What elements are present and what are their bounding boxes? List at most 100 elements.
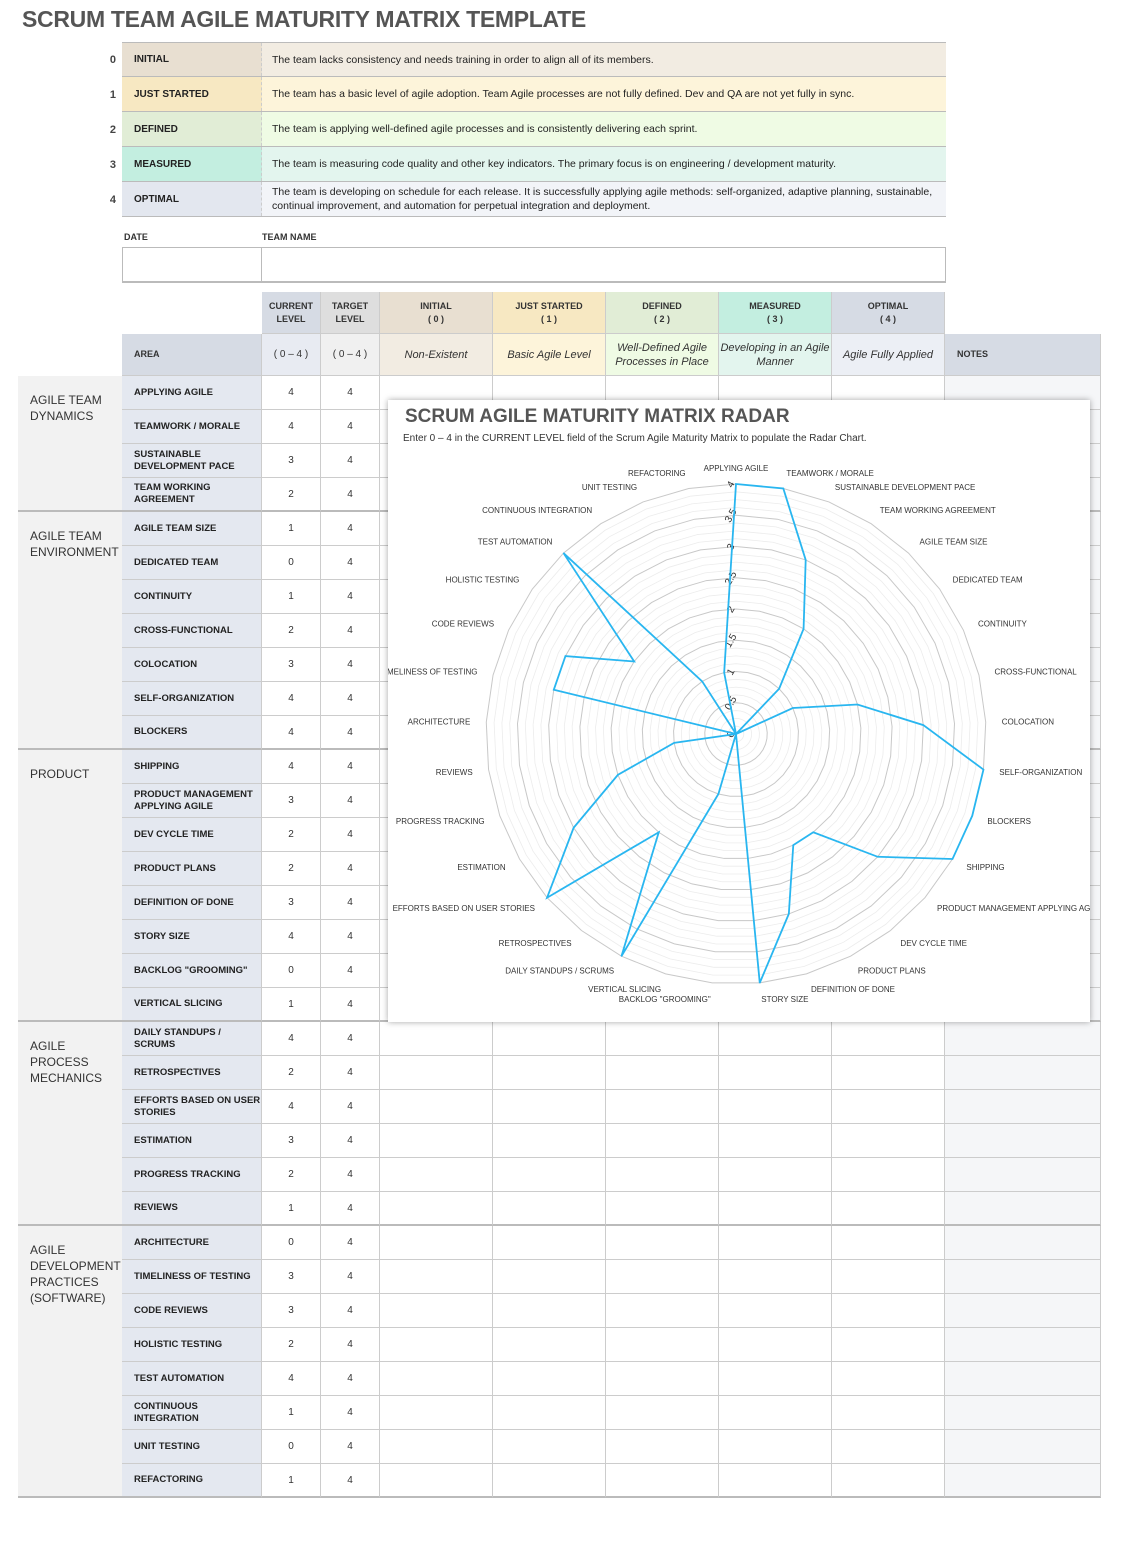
level-cell[interactable] (719, 1226, 832, 1260)
level-cell[interactable] (606, 1464, 719, 1498)
level-cell[interactable] (606, 1124, 719, 1158)
target-level-input[interactable]: 4 (321, 954, 380, 988)
level-cell[interactable] (380, 1022, 493, 1056)
level-cell[interactable] (606, 1328, 719, 1362)
target-level-input[interactable]: 4 (321, 376, 380, 410)
level-cell[interactable] (493, 1294, 606, 1328)
target-level-input[interactable]: 4 (321, 1226, 380, 1260)
level-cell[interactable] (380, 1294, 493, 1328)
level-cell[interactable] (719, 1260, 832, 1294)
target-level-input[interactable]: 4 (321, 614, 380, 648)
target-level-input[interactable]: 4 (321, 818, 380, 852)
current-level-input[interactable]: 4 (262, 376, 321, 410)
level-cell[interactable] (719, 1022, 832, 1056)
notes-cell[interactable] (945, 1022, 1101, 1056)
current-level-input[interactable]: 3 (262, 1260, 321, 1294)
current-level-input[interactable]: 0 (262, 1430, 321, 1464)
level-cell[interactable] (606, 1294, 719, 1328)
target-level-input[interactable]: 4 (321, 1158, 380, 1192)
level-cell[interactable] (832, 1090, 945, 1124)
target-level-input[interactable]: 4 (321, 886, 380, 920)
level-cell[interactable] (380, 1124, 493, 1158)
current-level-input[interactable]: 4 (262, 1022, 321, 1056)
current-level-input[interactable]: 1 (262, 1464, 321, 1498)
notes-cell[interactable] (945, 1464, 1101, 1498)
current-level-input[interactable]: 2 (262, 614, 321, 648)
level-cell[interactable] (719, 1124, 832, 1158)
current-level-input[interactable]: 0 (262, 546, 321, 580)
notes-cell[interactable] (945, 1192, 1101, 1226)
notes-cell[interactable] (945, 1294, 1101, 1328)
level-cell[interactable] (493, 1260, 606, 1294)
target-level-input[interactable]: 4 (321, 784, 380, 818)
notes-cell[interactable] (945, 1056, 1101, 1090)
target-level-input[interactable]: 4 (321, 1362, 380, 1396)
level-cell[interactable] (832, 1022, 945, 1056)
level-cell[interactable] (832, 1158, 945, 1192)
level-cell[interactable] (832, 1260, 945, 1294)
notes-cell[interactable] (945, 1090, 1101, 1124)
target-level-input[interactable]: 4 (321, 580, 380, 614)
target-level-input[interactable]: 4 (321, 546, 380, 580)
level-cell[interactable] (380, 1464, 493, 1498)
target-level-input[interactable]: 4 (321, 1090, 380, 1124)
level-cell[interactable] (832, 1294, 945, 1328)
level-cell[interactable] (380, 1396, 493, 1430)
level-cell[interactable] (832, 1192, 945, 1226)
notes-cell[interactable] (945, 1396, 1101, 1430)
current-level-input[interactable]: 1 (262, 512, 321, 546)
target-level-input[interactable]: 4 (321, 1192, 380, 1226)
current-level-input[interactable]: 2 (262, 1056, 321, 1090)
current-level-input[interactable]: 4 (262, 1090, 321, 1124)
level-cell[interactable] (719, 1430, 832, 1464)
level-cell[interactable] (719, 1056, 832, 1090)
level-cell[interactable] (719, 1090, 832, 1124)
level-cell[interactable] (493, 1090, 606, 1124)
level-cell[interactable] (380, 1260, 493, 1294)
target-level-input[interactable]: 4 (321, 478, 380, 512)
current-level-input[interactable]: 0 (262, 954, 321, 988)
level-cell[interactable] (606, 1362, 719, 1396)
level-cell[interactable] (719, 1328, 832, 1362)
target-level-input[interactable]: 4 (321, 1396, 380, 1430)
target-level-input[interactable]: 4 (321, 410, 380, 444)
level-cell[interactable] (719, 1396, 832, 1430)
level-cell[interactable] (719, 1192, 832, 1226)
level-cell[interactable] (380, 1158, 493, 1192)
level-cell[interactable] (493, 1192, 606, 1226)
target-level-input[interactable]: 4 (321, 1260, 380, 1294)
notes-cell[interactable] (945, 1430, 1101, 1464)
current-level-input[interactable]: 3 (262, 784, 321, 818)
level-cell[interactable] (606, 1260, 719, 1294)
notes-cell[interactable] (945, 1260, 1101, 1294)
current-level-input[interactable]: 2 (262, 1328, 321, 1362)
notes-cell[interactable] (945, 1328, 1101, 1362)
target-level-input[interactable]: 4 (321, 1022, 380, 1056)
current-level-input[interactable]: 1 (262, 580, 321, 614)
level-cell[interactable] (719, 1294, 832, 1328)
current-level-input[interactable]: 0 (262, 1226, 321, 1260)
current-level-input[interactable]: 3 (262, 886, 321, 920)
level-cell[interactable] (380, 1090, 493, 1124)
current-level-input[interactable]: 4 (262, 1362, 321, 1396)
level-cell[interactable] (832, 1124, 945, 1158)
level-cell[interactable] (380, 1328, 493, 1362)
level-cell[interactable] (832, 1226, 945, 1260)
level-cell[interactable] (493, 1328, 606, 1362)
current-level-input[interactable]: 3 (262, 1124, 321, 1158)
target-level-input[interactable]: 4 (321, 852, 380, 886)
level-cell[interactable] (380, 1226, 493, 1260)
level-cell[interactable] (493, 1362, 606, 1396)
target-level-input[interactable]: 4 (321, 1294, 380, 1328)
target-level-input[interactable]: 4 (321, 750, 380, 784)
level-cell[interactable] (719, 1464, 832, 1498)
current-level-input[interactable]: 4 (262, 920, 321, 954)
level-cell[interactable] (719, 1362, 832, 1396)
date-input[interactable] (122, 247, 262, 283)
level-cell[interactable] (493, 1056, 606, 1090)
level-cell[interactable] (832, 1430, 945, 1464)
current-level-input[interactable]: 3 (262, 648, 321, 682)
current-level-input[interactable]: 4 (262, 410, 321, 444)
level-cell[interactable] (832, 1396, 945, 1430)
current-level-input[interactable]: 4 (262, 716, 321, 750)
